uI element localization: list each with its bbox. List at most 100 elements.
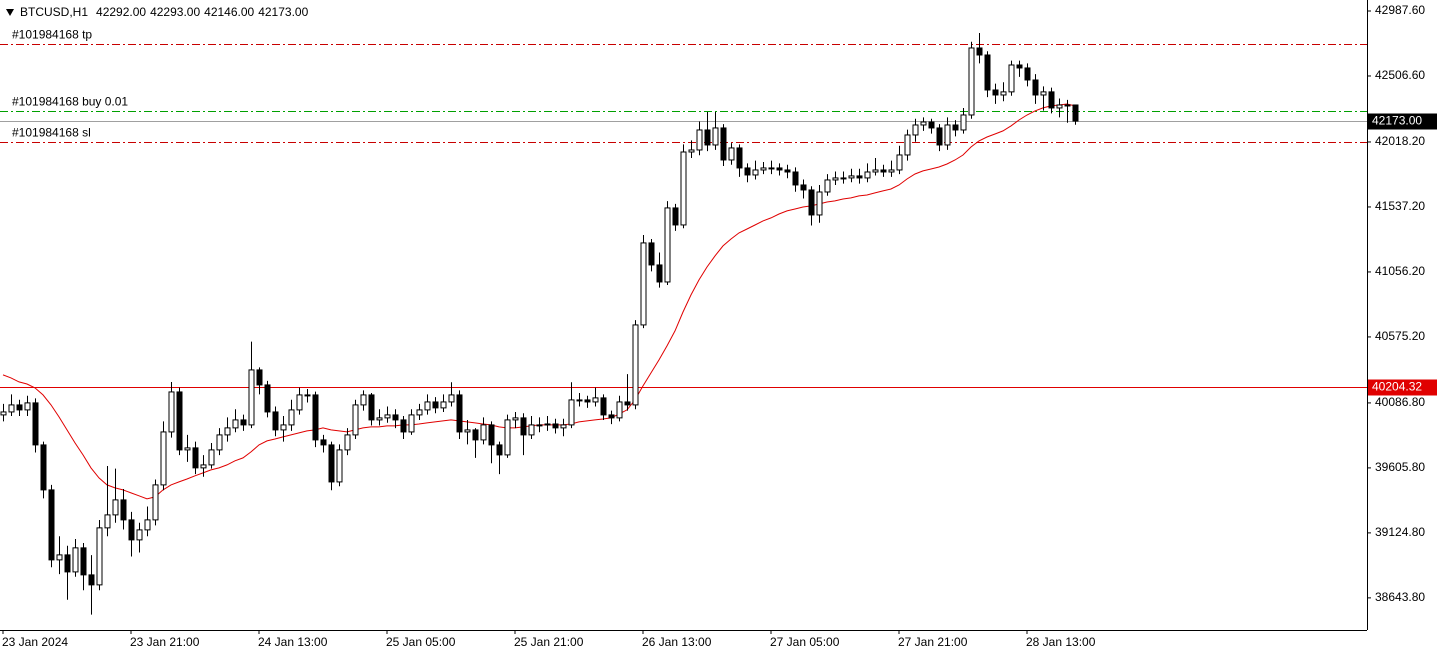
order-level-label: #101984168 tp [12, 28, 92, 42]
collapse-icon [6, 9, 14, 16]
candle-body [784, 169, 791, 173]
candle-body [912, 124, 919, 136]
candle-body [48, 489, 55, 561]
candle-body [920, 121, 927, 126]
candle-body [896, 154, 903, 171]
candle-body [16, 404, 23, 411]
candle-body [688, 149, 695, 153]
candle-body [960, 114, 967, 131]
candle-body [248, 369, 255, 426]
candle-body [568, 399, 575, 426]
candle-body [320, 439, 327, 446]
candle-body [440, 401, 447, 409]
candle-body [664, 207, 671, 283]
candle-body [136, 529, 143, 541]
candle-body [792, 171, 799, 186]
low-text: 42146.00 [204, 5, 254, 19]
order-level-label: #101984168 buy 0.01 [12, 95, 128, 109]
y-tick-label: 38643.80 [1375, 590, 1425, 604]
high-text: 42293.00 [150, 5, 200, 19]
candle-body [312, 394, 319, 441]
candle-body [976, 47, 983, 56]
candle-body [296, 394, 303, 411]
candle-body [648, 242, 655, 266]
candle-body [304, 394, 311, 397]
candle-body [928, 121, 935, 129]
candle-body [336, 449, 343, 483]
candle-body [848, 175, 855, 179]
candle-body [952, 124, 959, 131]
candle-body [128, 519, 135, 541]
candle-body [448, 394, 455, 403]
candle-body [376, 417, 383, 421]
x-tick-label: 24 Jan 13:00 [258, 635, 328, 649]
candle-body [56, 554, 63, 561]
candle-body [824, 179, 831, 193]
candle-body [1072, 104, 1079, 122]
candle-body [280, 424, 287, 431]
candle-body [544, 423, 551, 426]
candle-body [216, 434, 223, 451]
candle-body [680, 151, 687, 226]
y-tick-label: 40086.80 [1375, 395, 1425, 409]
candle-body [8, 404, 15, 413]
candle-body [936, 127, 943, 146]
candle-body [1016, 64, 1023, 69]
plot: #101984168 tp #101984168 buy 0.01 #1019841… [0, 28, 1367, 615]
candle-body [736, 147, 743, 169]
candle-body [696, 129, 703, 151]
y-tick-label: 41537.20 [1375, 199, 1425, 213]
order-level-label: #101984168 sl [12, 126, 91, 140]
candle-body [24, 402, 31, 411]
candle-body [512, 417, 519, 421]
candle-body [832, 177, 839, 181]
candle-body [272, 411, 279, 431]
candle-body [384, 414, 391, 419]
candle-body [360, 394, 367, 406]
candle-body [176, 391, 183, 451]
x-tick-label: 25 Jan 21:00 [514, 635, 584, 649]
candle-body [424, 401, 431, 411]
candle-body [224, 427, 231, 436]
candle-body [632, 324, 639, 406]
candle-body [888, 169, 895, 173]
candle-body [344, 434, 351, 451]
y-tick-label: 39124.80 [1375, 525, 1425, 539]
candle-body [96, 527, 103, 586]
chart-header: BTCUSD,H1 42292.00 42293.00 42146.00 42173.0… [20, 5, 309, 19]
candle-body [616, 401, 623, 419]
x-tick-label: 27 Jan 21:00 [898, 635, 968, 649]
candle-body [800, 184, 807, 191]
candle-body [712, 127, 719, 146]
candle-body [808, 189, 815, 216]
candle-body [256, 369, 263, 386]
candle-body [168, 391, 175, 433]
candle-body [264, 384, 271, 413]
candle-body [624, 401, 631, 406]
candle-body [64, 554, 71, 573]
candle-body [392, 414, 399, 421]
candle-body [352, 404, 359, 436]
candle-body [0, 411, 7, 416]
candle-body [408, 414, 415, 433]
candle-body [600, 397, 607, 416]
candle-body [728, 147, 735, 161]
candle-body [240, 419, 247, 426]
candle-body [856, 175, 863, 179]
candle-body [88, 574, 95, 586]
candle-body [232, 419, 239, 429]
candle-body [528, 424, 535, 436]
candle-body [488, 424, 495, 446]
x-tick-label: 28 Jan 13:00 [1026, 635, 1096, 649]
candle-body [840, 177, 847, 180]
candle-body [472, 429, 479, 441]
y-tick-label: 40575.20 [1375, 329, 1425, 343]
candle-body [144, 519, 151, 531]
candle-body [984, 54, 991, 91]
x-tick-label: 25 Jan 05:00 [386, 635, 456, 649]
candle-body [560, 424, 567, 429]
price-tag [1368, 113, 1437, 130]
candle-body [184, 447, 191, 451]
candle-body [760, 167, 767, 171]
candle-body [192, 447, 199, 469]
